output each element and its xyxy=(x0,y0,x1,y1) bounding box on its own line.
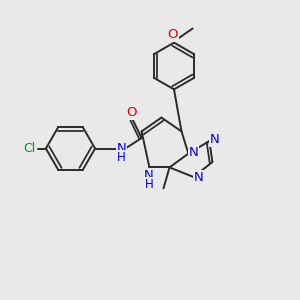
Text: N: N xyxy=(144,169,154,182)
Text: H: H xyxy=(117,151,126,164)
Text: O: O xyxy=(167,28,178,41)
Text: Cl: Cl xyxy=(23,142,35,155)
Text: N: N xyxy=(194,171,204,184)
Text: N: N xyxy=(210,133,220,146)
Text: H: H xyxy=(144,178,153,191)
Text: N: N xyxy=(117,142,126,155)
Text: N: N xyxy=(189,146,198,159)
Text: O: O xyxy=(126,106,136,119)
